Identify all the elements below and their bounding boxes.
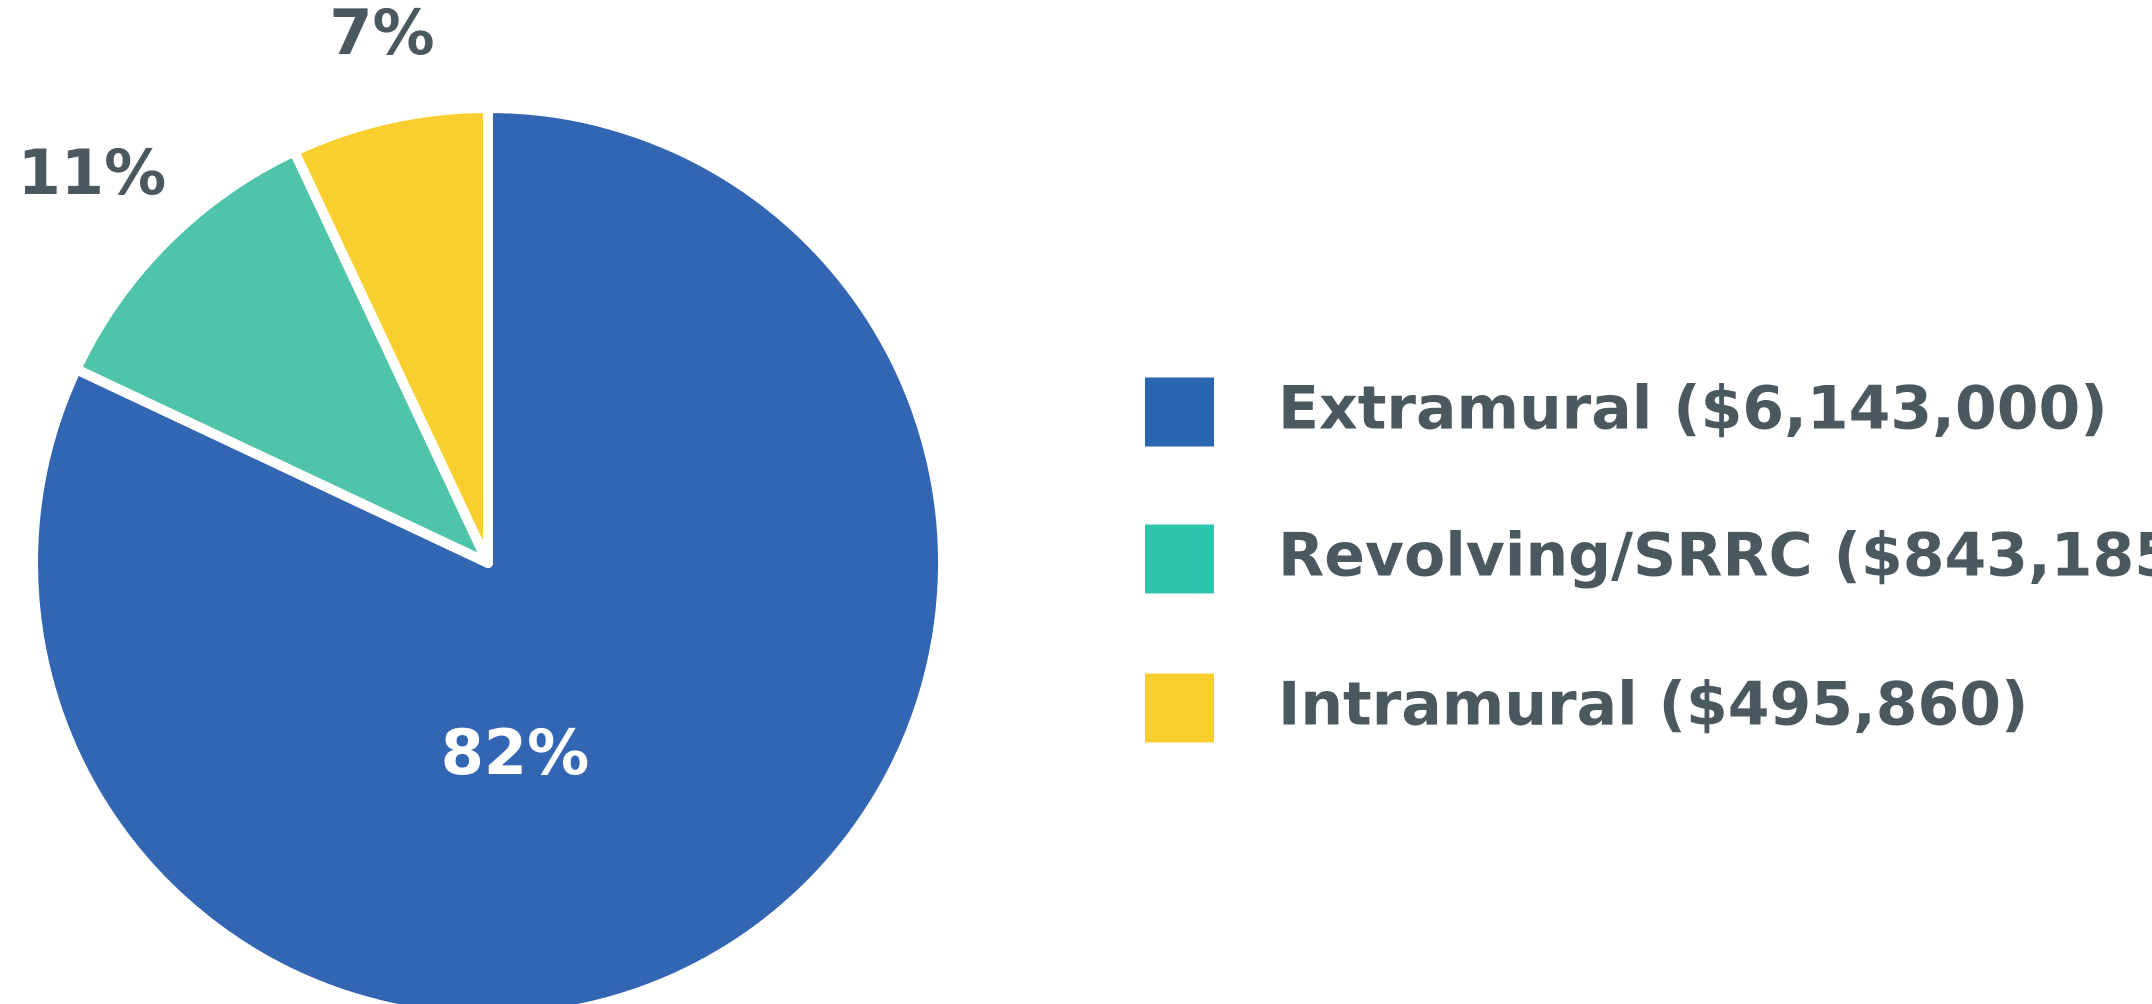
legend: Extramural ($6,143,000) Revolving/SRRC ($… — [1145, 374, 2152, 743]
legend-swatch-0 — [1145, 377, 1214, 447]
legend-label-1: Revolving/SRRC ($843,185) — [1278, 521, 2152, 591]
legend-item-0: Extramural ($6,143,000) — [1145, 374, 2108, 447]
pie-slice-2 — [289, 103, 493, 568]
legend-swatch-1 — [1145, 524, 1214, 594]
pie-slices — [28, 103, 948, 1004]
legend-item-1: Revolving/SRRC ($843,185) — [1145, 521, 2152, 594]
pie-slice-percent-label-0: 82% — [441, 716, 589, 789]
legend-label-2: Intramural ($495,860) — [1278, 670, 2028, 740]
legend-item-2: Intramural ($495,860) — [1145, 670, 2028, 743]
legend-swatch-2 — [1145, 673, 1214, 743]
pie-slice-1 — [71, 146, 493, 568]
pie-percent-labels: 82% 11% 7% — [18, 0, 589, 789]
pie-slice-percent-label-2: 7% — [329, 0, 434, 69]
legend-label-0: Extramural ($6,143,000) — [1278, 374, 2108, 444]
pie-slice-percent-label-1: 11% — [18, 136, 166, 209]
